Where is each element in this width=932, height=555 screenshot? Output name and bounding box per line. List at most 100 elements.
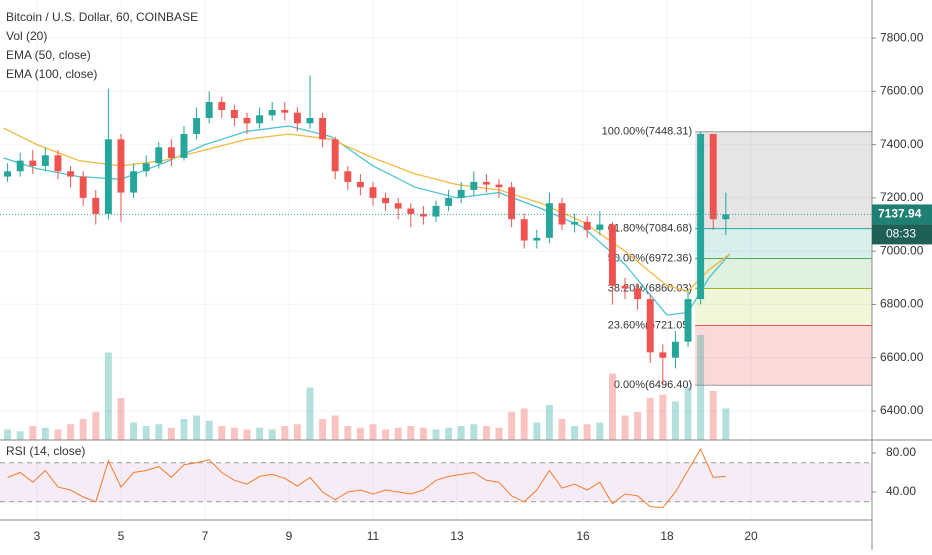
candle-body (558, 203, 566, 225)
candle-body (218, 102, 226, 110)
rsi-title: RSI (14, close) (6, 444, 85, 458)
volume-bar (445, 427, 453, 440)
volume-bar (193, 415, 201, 440)
y-tick-label: 6600.00 (880, 350, 924, 364)
indicator-label: EMA (50, close) (6, 48, 91, 62)
candle-body (319, 117, 327, 140)
candle-body (4, 171, 12, 177)
candle-body (596, 224, 604, 230)
rsi-tick-label: 80.00 (886, 445, 916, 459)
candle-body (634, 288, 642, 300)
volume-bar (432, 429, 440, 440)
volume-bar (583, 424, 591, 440)
volume-bar (79, 419, 87, 440)
y-tick-label: 7800.00 (880, 30, 924, 44)
candle-body (369, 187, 377, 198)
candle-body (293, 112, 301, 124)
layer: 6400.00 6600.00 6800.00 7000.00 7200.00 7400.… (0, 0, 924, 543)
candle-body (230, 110, 238, 118)
x-tick-label: 18 (660, 529, 674, 543)
indicator-label: Vol (20) (6, 29, 47, 43)
x-tick-label: 9 (286, 529, 293, 543)
fib-label: 50.00%(6972.36) (608, 252, 692, 264)
candle-body (54, 155, 62, 172)
candle-body (495, 184, 503, 188)
volume-bar (533, 422, 541, 440)
fib-label: 38.20%(6860.03) (608, 282, 692, 294)
candle-body (457, 189, 465, 198)
volume-bar (621, 415, 629, 440)
volume-bar (281, 426, 289, 440)
candle-body (167, 147, 175, 158)
candle-body (306, 117, 314, 124)
last-price-label: 7137.94 (878, 207, 922, 221)
y-tick-label: 7200.00 (880, 190, 924, 204)
volume-bar (167, 427, 175, 440)
volume-bar (130, 422, 138, 440)
y-tick-label: 7600.00 (880, 84, 924, 98)
volume-bar (659, 394, 667, 440)
candle-body (470, 181, 478, 190)
x-tick-label: 20 (744, 529, 758, 543)
candle-body (709, 133, 717, 220)
rsi-line (7, 448, 726, 509)
volume-bar (54, 429, 62, 440)
volume-bar (558, 419, 566, 440)
countdown-label: 08:33 (886, 227, 916, 241)
candle-body (621, 285, 629, 289)
volume-bar (382, 429, 390, 440)
volume-bar (684, 387, 692, 440)
volume-bar (608, 373, 616, 440)
volume-bar (369, 424, 377, 440)
volume-bar (4, 429, 12, 440)
fib-zone (695, 258, 872, 289)
volume-bar (67, 424, 75, 440)
volume-bar (41, 427, 49, 440)
volume-bar (394, 427, 402, 440)
volume-bar (495, 427, 503, 440)
volume-bar (457, 426, 465, 440)
candle-body (331, 139, 339, 172)
x-tick-label: 16 (576, 529, 590, 543)
rsi-tick-label: 40.00 (886, 484, 916, 498)
fib-label: 0.00%(6496.40) (614, 379, 692, 391)
volume-bar (356, 427, 364, 440)
chart-title: Bitcoin / U.S. Dollar, 60, COINBASE (6, 10, 198, 24)
candle-body (29, 160, 37, 166)
volume-bar (722, 408, 730, 440)
last-price-box (872, 204, 932, 225)
volume-bar (634, 412, 642, 440)
candle-body (180, 133, 188, 158)
rsi-band (0, 462, 872, 502)
x-tick-label: 11 (367, 529, 380, 543)
x-tick-label: 3 (34, 529, 41, 543)
x-tick-label: 13 (450, 529, 464, 543)
candle-body (659, 352, 667, 358)
volume-bar (268, 429, 276, 440)
volume-bar (482, 426, 490, 440)
volume-bar (243, 429, 251, 440)
volume-bar (697, 335, 705, 440)
volume-bar (205, 420, 213, 440)
candle-body (268, 110, 276, 116)
candle-body (583, 221, 591, 230)
fib-label: 61.80%(7084.68) (608, 223, 692, 235)
candle-body (407, 208, 415, 214)
candle-body (356, 181, 364, 188)
candle-body (722, 214, 730, 220)
volume-bar (470, 424, 478, 440)
candle-body (16, 160, 24, 172)
fib-label: 100.00%(7448.31) (602, 126, 693, 138)
candle-body (382, 197, 390, 204)
volume-bar (545, 405, 553, 440)
volume-bar (331, 415, 339, 440)
volume-bar (256, 427, 264, 440)
volume-bar (293, 424, 301, 440)
volume-bar (218, 426, 226, 440)
candle-body (104, 139, 112, 214)
ema-line (3, 127, 731, 292)
volume-bar (520, 408, 528, 440)
candle-body (67, 171, 75, 177)
